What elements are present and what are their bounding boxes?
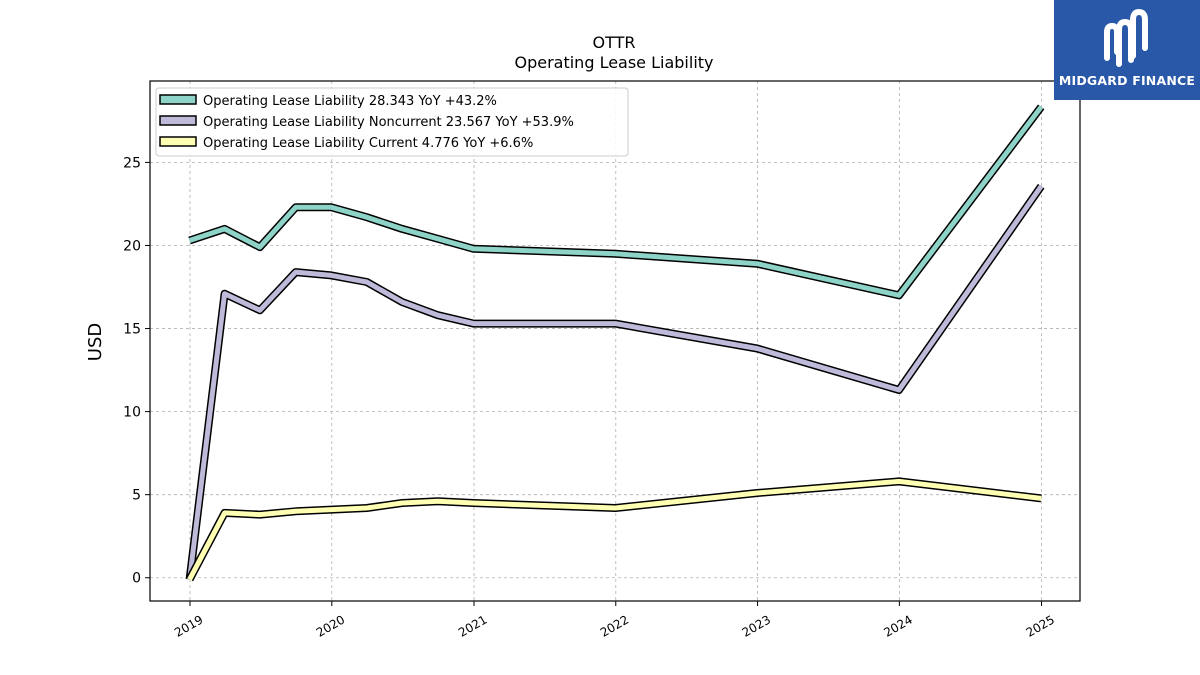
x-tick-label: 2021 xyxy=(456,612,489,639)
y-tick-label: 20 xyxy=(123,238,141,254)
x-tick-label: 2020 xyxy=(314,612,347,639)
y-tick-label: 15 xyxy=(123,322,141,338)
legend-swatch xyxy=(159,136,197,147)
legend-label: Operating Lease Liability Current 4.776 … xyxy=(203,136,533,151)
legend-label: Operating Lease Liability Noncurrent 23.… xyxy=(203,115,574,130)
x-tick-label: 2023 xyxy=(740,612,773,639)
legend-label: Operating Lease Liability 28.343 YoY +43… xyxy=(203,94,497,109)
y-tick-label: 0 xyxy=(132,571,141,587)
x-tick-label: 2024 xyxy=(881,612,914,639)
series-line xyxy=(187,478,1042,581)
x-tick-label: 2019 xyxy=(172,612,205,639)
x-tick-label: 2025 xyxy=(1024,612,1057,639)
y-axis-label: USD xyxy=(85,323,106,361)
legend-box xyxy=(155,87,629,157)
x-tick-label: 2022 xyxy=(598,612,631,639)
series-lines xyxy=(185,104,1045,582)
legend: Operating Lease Liability 28.343 YoY +43… xyxy=(155,87,629,157)
chart-title: OTTR xyxy=(593,33,636,52)
y-tick-label: 5 xyxy=(132,488,141,504)
series-line xyxy=(188,105,1044,298)
logo-mark-icon xyxy=(1104,8,1148,67)
series-line xyxy=(187,184,1044,580)
brand-name: MIDGARD FINANCE xyxy=(1058,73,1196,88)
legend-swatch xyxy=(159,94,197,105)
chart-subtitle: Operating Lease Liability xyxy=(514,53,713,72)
grid xyxy=(150,81,1080,601)
brand-logo: MIDGARD FINANCE xyxy=(1054,0,1200,100)
y-tick-label: 10 xyxy=(123,405,141,421)
y-tick-label: 25 xyxy=(123,155,141,171)
legend-swatch xyxy=(159,115,197,126)
plot-frame xyxy=(149,80,1081,602)
